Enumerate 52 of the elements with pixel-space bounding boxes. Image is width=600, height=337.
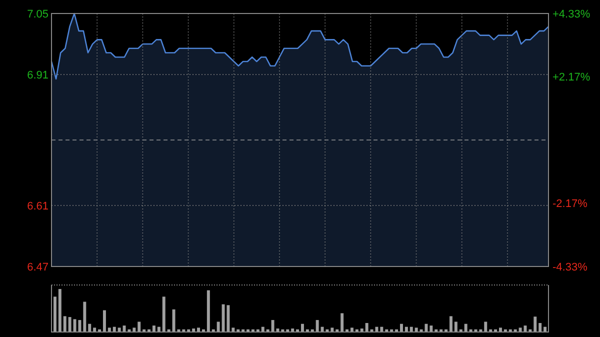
bar (360, 328, 364, 332)
bar (152, 326, 156, 332)
y2-tick-label: -2.17% (552, 198, 588, 210)
bar (102, 310, 106, 332)
bar (404, 326, 408, 332)
bar (414, 328, 418, 332)
bar (192, 328, 196, 332)
y-tick-label: 7.05 (27, 8, 48, 20)
bar (63, 316, 66, 332)
bar (400, 324, 403, 332)
y-tick-label: 6.91 (27, 69, 48, 82)
bar (53, 296, 56, 332)
bar (534, 316, 537, 332)
bar (232, 328, 235, 332)
y-tick-label: 6.47 (27, 261, 48, 274)
bar (484, 322, 488, 332)
bar (464, 324, 468, 332)
y2-tick-label: +2.17% (552, 71, 590, 84)
bar (157, 326, 160, 332)
bar (380, 326, 384, 332)
bar (300, 324, 304, 332)
bar (454, 322, 458, 332)
bar (340, 313, 344, 332)
y-tick-label: 6.61 (27, 200, 48, 212)
bar (291, 328, 294, 332)
y2-tick-label: -4.33% (552, 261, 588, 274)
bar (350, 328, 354, 332)
bar (138, 322, 141, 332)
bar (132, 328, 136, 332)
bar (261, 326, 264, 332)
bar (83, 302, 86, 332)
bar (197, 328, 200, 332)
bar (162, 296, 166, 332)
bar (330, 328, 334, 332)
bar (538, 323, 542, 332)
bar (449, 316, 452, 332)
bar (93, 328, 96, 332)
bar (544, 326, 547, 332)
bar (108, 328, 111, 332)
bar (68, 317, 72, 332)
bar (499, 328, 502, 332)
bar (206, 290, 210, 332)
bar (88, 324, 92, 332)
bar (365, 323, 368, 332)
bar (118, 328, 121, 332)
bar (216, 322, 220, 332)
bar (112, 326, 116, 332)
bar (58, 289, 62, 332)
bar (430, 326, 433, 332)
bar (316, 320, 319, 332)
y2-tick-label: +4.33% (552, 8, 590, 20)
bar (410, 326, 413, 332)
